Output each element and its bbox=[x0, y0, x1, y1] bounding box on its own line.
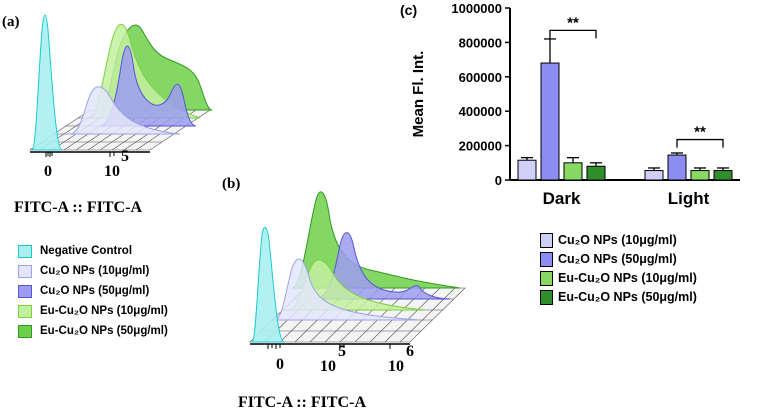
panel-b-tick-exp5: 5 bbox=[338, 343, 346, 360]
panel-b-label: (b) bbox=[222, 176, 241, 192]
panel-b: (b) 0 10 5 10 6 FITC-A :: FITC-A bbox=[220, 170, 470, 411]
hist-b-eu50 bbox=[291, 191, 461, 289]
panel-b-histogram bbox=[249, 191, 466, 349]
bar bbox=[563, 162, 583, 181]
legend-label: Cu₂O NPs (10μg/ml) bbox=[40, 265, 150, 277]
legend-swatch bbox=[18, 265, 32, 278]
bar bbox=[540, 62, 560, 181]
y-tick-label: 200000 bbox=[459, 139, 502, 154]
bar-legend-label: Eu-Cu₂O NPs (10μg/ml) bbox=[558, 271, 697, 285]
bar-legend-swatch bbox=[540, 233, 553, 248]
panel-b-tick-exp6: 6 bbox=[406, 343, 414, 360]
bar-legend-label: Eu-Cu₂O NPs (50μg/ml) bbox=[558, 290, 697, 304]
panel-b-tick-0: 0 bbox=[276, 356, 284, 373]
bar-legend-swatch bbox=[540, 252, 553, 267]
hist-b-cu10 bbox=[274, 258, 421, 321]
y-tick-label: 400000 bbox=[459, 104, 502, 119]
bar-legend-label: Cu₂O NPs (10μg/ml) bbox=[558, 233, 677, 247]
significance-bracket bbox=[549, 29, 597, 39]
bar bbox=[713, 170, 733, 181]
bar bbox=[517, 159, 537, 181]
legend-label: Eu-Cu₂O NPs (10μg/ml) bbox=[40, 305, 168, 317]
panel-a-label: (a) bbox=[2, 14, 20, 30]
bar-chart: 0 200000 400000 600000 800000 1000000 Mean Fl.… bbox=[410, 1, 740, 208]
y-tick-label: 600000 bbox=[459, 70, 502, 85]
legend-label: Eu-Cu₂O NPs (50μg/ml) bbox=[40, 325, 168, 337]
legend-label: Negative Control bbox=[40, 245, 133, 257]
bar bbox=[586, 165, 606, 181]
panel-a-histogram bbox=[29, 14, 213, 157]
panel-a: (a) 0 10 5 FITC-A :: FITC-A Negative Con… bbox=[0, 0, 230, 410]
y-tick-label: 800000 bbox=[459, 35, 502, 50]
panel-b-tick-10a: 10 bbox=[320, 358, 336, 375]
panel-c: (c) 0 200000 400000 600000 800000 1000000 Mean… bbox=[390, 0, 758, 410]
bar bbox=[667, 154, 687, 181]
panel-a-x-axis-label: FITC-A :: FITC-A bbox=[14, 199, 142, 216]
bar bbox=[690, 170, 710, 181]
significance-bracket bbox=[676, 138, 724, 148]
significance-stars: ** bbox=[567, 14, 579, 31]
panel-a-tick-exp5: 5 bbox=[121, 148, 129, 165]
legend-swatch bbox=[18, 285, 32, 298]
bar bbox=[644, 170, 664, 181]
legend-swatch bbox=[18, 305, 32, 318]
panel-a-tick-0: 0 bbox=[44, 163, 52, 180]
hist-b-cu50 bbox=[314, 232, 451, 300]
bar-legend-swatch bbox=[540, 290, 553, 305]
hist-a-cu50 bbox=[99, 45, 197, 127]
y-tick-label: 1000000 bbox=[451, 1, 502, 16]
legend-swatch bbox=[18, 245, 32, 258]
panel-a-tick-10: 10 bbox=[104, 163, 120, 180]
bar-legend-label: Cu₂O NPs (50μg/ml) bbox=[558, 252, 677, 266]
y-tick-label: 0 bbox=[495, 173, 502, 188]
panel-b-tick-10b: 10 bbox=[388, 358, 404, 375]
hist-b-negctrl bbox=[251, 226, 285, 343]
category-label: Dark bbox=[543, 189, 581, 208]
legend-swatch bbox=[18, 325, 32, 338]
legend-label: Cu₂O NPs (50μg/ml) bbox=[40, 285, 150, 297]
y-axis-label: Mean Fl. Int. bbox=[410, 51, 427, 138]
panel-b-x-axis-label: FITC-A :: FITC-A bbox=[238, 394, 366, 411]
panel-c-label: (c) bbox=[400, 2, 418, 18]
category-label: Light bbox=[668, 189, 710, 208]
significance-stars: ** bbox=[694, 124, 706, 141]
hist-a-negctrl bbox=[31, 14, 63, 151]
bar-legend-swatch bbox=[540, 271, 553, 286]
hist-a-cu10 bbox=[69, 86, 181, 135]
